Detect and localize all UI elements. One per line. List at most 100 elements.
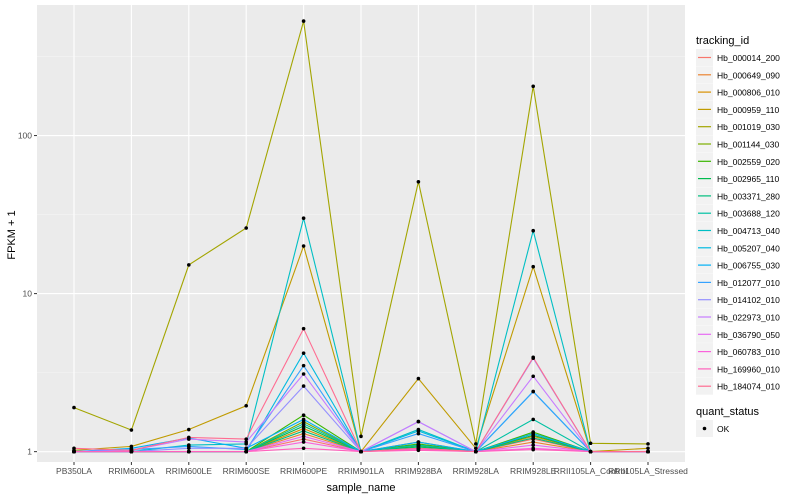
data-point bbox=[416, 443, 421, 447]
x-tick-label: RRIM928LE bbox=[510, 466, 557, 476]
legend-label: Hb_000806_010 bbox=[717, 88, 780, 98]
data-point bbox=[474, 449, 478, 454]
x-axis-title: sample_name bbox=[326, 482, 395, 494]
x-tick-label: RRIM600SE bbox=[223, 466, 271, 476]
data-point bbox=[531, 417, 535, 422]
legend-title: tracking_id bbox=[696, 35, 749, 47]
x-tick-label: RRIM928LA bbox=[453, 466, 500, 476]
x-tick-label: RRII105LA_Stressed bbox=[608, 466, 688, 476]
legend-label: Hb_003688_120 bbox=[717, 209, 780, 219]
legend-label: Hb_169960_010 bbox=[717, 364, 780, 374]
data-point bbox=[244, 446, 248, 451]
data-point bbox=[244, 437, 248, 441]
data-point bbox=[588, 449, 593, 454]
data-point bbox=[531, 228, 535, 233]
legend-label: Hb_006755_030 bbox=[717, 261, 780, 271]
data-point bbox=[129, 448, 134, 453]
legend-label: Hb_005207_040 bbox=[717, 243, 780, 253]
data-point bbox=[72, 446, 76, 451]
data-point bbox=[531, 436, 535, 440]
data-point bbox=[531, 374, 535, 379]
data-point bbox=[301, 413, 306, 418]
data-point bbox=[474, 446, 478, 451]
data-point bbox=[301, 431, 306, 436]
data-point bbox=[531, 264, 535, 269]
data-point bbox=[359, 434, 363, 439]
legend-label: Hb_012077_010 bbox=[717, 278, 780, 288]
data-point bbox=[359, 449, 363, 454]
legend-label: Hb_036790_050 bbox=[717, 330, 780, 340]
legend-label: Hb_001144_030 bbox=[717, 140, 780, 150]
legend-label: Hb_004713_040 bbox=[717, 226, 780, 236]
data-point bbox=[646, 446, 650, 451]
data-point bbox=[531, 443, 535, 447]
data-point bbox=[187, 263, 191, 267]
legend-label: Hb_002965_110 bbox=[717, 174, 780, 184]
data-point bbox=[531, 447, 535, 452]
data-point bbox=[531, 440, 535, 444]
data-point bbox=[244, 449, 248, 454]
data-point bbox=[244, 404, 248, 408]
x-tick-label: RRIM600LE bbox=[166, 466, 213, 476]
legend-label: Hb_022973_010 bbox=[717, 313, 780, 323]
data-point bbox=[416, 179, 421, 184]
x-tick-label: RRIM928BA bbox=[395, 466, 443, 476]
data-point bbox=[301, 363, 306, 368]
data-point bbox=[416, 376, 421, 381]
data-point bbox=[301, 446, 306, 451]
status-legend-title: quant_status bbox=[696, 406, 759, 418]
data-point bbox=[416, 431, 421, 436]
data-point bbox=[129, 428, 134, 432]
data-point bbox=[531, 389, 535, 394]
data-point bbox=[588, 441, 593, 446]
data-point bbox=[187, 435, 191, 440]
legend-label: Hb_000959_110 bbox=[717, 105, 780, 115]
data-point bbox=[416, 419, 421, 424]
legend: tracking_id Hb_000014_200 Hb_000649_090 Hb… bbox=[696, 35, 780, 395]
x-tick-label: RRIM901LA bbox=[338, 466, 385, 476]
data-point bbox=[72, 405, 76, 410]
status-legend-point bbox=[702, 426, 707, 431]
data-point bbox=[474, 442, 478, 446]
data-point bbox=[416, 446, 421, 451]
data-point bbox=[646, 449, 650, 454]
legend-label: Hb_060783_010 bbox=[717, 347, 780, 357]
x-tick-label: RRIM600PE bbox=[280, 466, 328, 476]
data-point bbox=[301, 434, 306, 439]
x-tick-label: PB350LA bbox=[56, 466, 92, 476]
data-point bbox=[301, 384, 306, 388]
data-point bbox=[301, 351, 306, 355]
data-point bbox=[72, 449, 76, 454]
data-point bbox=[301, 437, 306, 441]
legend-label: Hb_000014_200 bbox=[717, 53, 780, 63]
y-axis: 1 10 100 bbox=[18, 131, 37, 457]
data-point bbox=[531, 84, 535, 89]
legend-label: Hb_014102_010 bbox=[717, 295, 780, 305]
legend-label: Hb_184074_010 bbox=[717, 382, 780, 392]
data-point bbox=[301, 244, 306, 248]
data-point bbox=[646, 442, 650, 446]
data-point bbox=[187, 446, 191, 451]
data-point bbox=[301, 326, 306, 331]
legend-label: Hb_002559_020 bbox=[717, 157, 780, 167]
data-point bbox=[301, 372, 306, 376]
data-point bbox=[301, 422, 306, 426]
legend-label: Hb_000649_090 bbox=[717, 70, 780, 80]
data-point bbox=[416, 429, 421, 433]
x-axis: PB350LA RRIM600LA RRIM600LE RRIM600SE RRIM60… bbox=[56, 462, 688, 476]
data-point bbox=[244, 226, 248, 230]
data-point bbox=[416, 440, 421, 444]
legend-label: Hb_003371_280 bbox=[717, 191, 780, 201]
data-point bbox=[187, 427, 191, 432]
x-tick-label: RRIM600LA bbox=[108, 466, 155, 476]
data-point bbox=[531, 431, 535, 436]
data-point bbox=[301, 429, 306, 433]
data-point bbox=[301, 19, 306, 23]
y-axis-title: FPKM + 1 bbox=[6, 210, 18, 259]
data-point bbox=[244, 440, 248, 444]
y-tick-label: 100 bbox=[18, 131, 32, 141]
data-point bbox=[531, 355, 535, 360]
status-legend-label: OK bbox=[717, 424, 730, 434]
data-point bbox=[301, 440, 306, 444]
